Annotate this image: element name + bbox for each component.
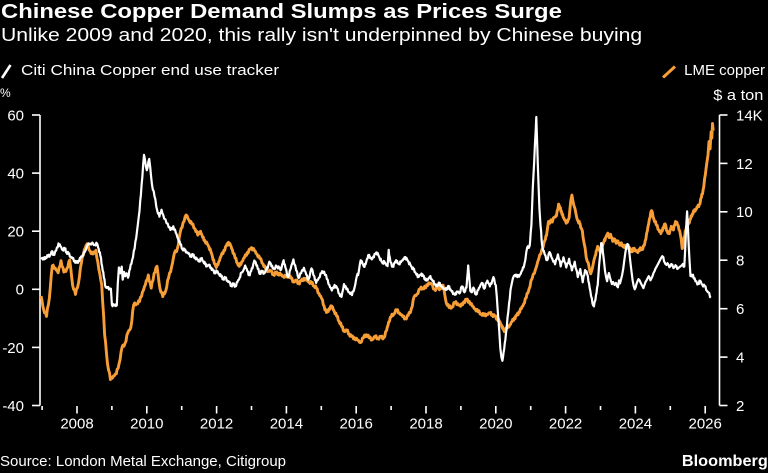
svg-text:14K: 14K (736, 107, 763, 124)
svg-text:10: 10 (736, 204, 753, 221)
svg-text:2020: 2020 (479, 416, 512, 433)
svg-text:2018: 2018 (409, 416, 442, 433)
svg-text:4: 4 (736, 350, 744, 367)
svg-text:2022: 2022 (549, 416, 582, 433)
svg-text:2014: 2014 (270, 416, 303, 433)
svg-text:20: 20 (7, 224, 24, 241)
svg-text:2012: 2012 (200, 416, 233, 433)
svg-text:60: 60 (7, 107, 24, 124)
svg-text:6: 6 (736, 301, 744, 318)
svg-text:-20: -20 (2, 340, 24, 357)
svg-text:2024: 2024 (619, 416, 652, 433)
svg-text:-40: -40 (2, 398, 24, 415)
svg-text:12: 12 (736, 156, 753, 173)
svg-text:2008: 2008 (60, 416, 93, 433)
svg-text:0: 0 (16, 282, 24, 299)
svg-text:8: 8 (736, 253, 744, 270)
svg-text:2026: 2026 (689, 416, 722, 433)
svg-text:40: 40 (7, 166, 24, 183)
svg-text:2: 2 (736, 398, 744, 415)
svg-text:2016: 2016 (340, 416, 373, 433)
svg-text:2010: 2010 (130, 416, 163, 433)
